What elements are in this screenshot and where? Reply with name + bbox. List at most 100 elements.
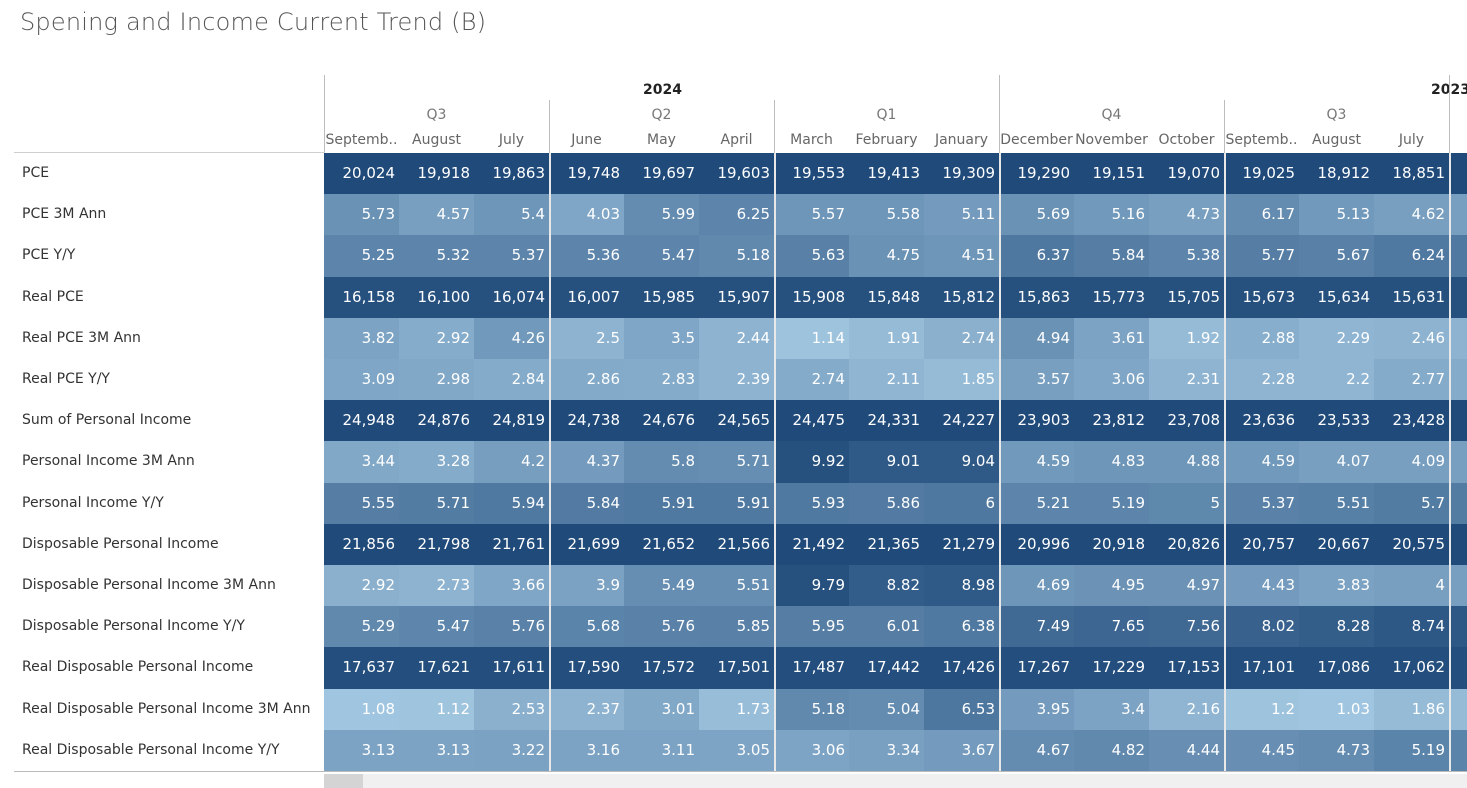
table-cell[interactable]: 17,572 (624, 647, 699, 689)
table-cell[interactable]: 4.88 (1149, 441, 1224, 483)
table-cell[interactable]: 5.04 (849, 688, 924, 730)
table-cell[interactable]: 5.76 (624, 606, 699, 648)
table-cell[interactable]: 3.44 (324, 441, 399, 483)
table-cell[interactable]: 8.82 (849, 565, 924, 607)
table-cell[interactable]: 3.16 (549, 729, 624, 771)
table-cell[interactable]: 3.13 (324, 729, 399, 771)
table-cell[interactable]: 24,227 (924, 400, 999, 442)
table-cell[interactable]: 2.98 (399, 359, 474, 401)
table-cell[interactable]: 5.51 (1299, 482, 1374, 524)
table-cell[interactable]: 17,101 (1224, 647, 1299, 689)
table-cell[interactable]: 4.59 (1224, 441, 1299, 483)
table-cell[interactable]: 4.43 (1224, 565, 1299, 607)
table-cell[interactable]: 5.84 (1074, 235, 1149, 277)
table-cell[interactable]: 4.09 (1374, 441, 1449, 483)
table-cell[interactable]: 3.83 (1299, 565, 1374, 607)
table-cell[interactable]: 16,074 (474, 276, 549, 318)
table-cell[interactable]: 21,761 (474, 523, 549, 565)
table-cell[interactable]: 4.73 (1299, 729, 1374, 771)
table-cell[interactable]: 5.16 (1074, 194, 1149, 236)
table-cell[interactable]: 4.2 (474, 441, 549, 483)
table-cell[interactable]: 9.92 (774, 441, 849, 483)
table-cell[interactable]: 4.07 (1299, 441, 1374, 483)
table-cell[interactable]: 5.37 (1224, 482, 1299, 524)
table-cell[interactable]: 5.76 (474, 606, 549, 648)
table-cell[interactable]: 16,100 (399, 276, 474, 318)
table-cell[interactable]: 24,738 (549, 400, 624, 442)
table-cell[interactable]: 20,757 (1224, 523, 1299, 565)
month-header[interactable]: April (720, 132, 753, 148)
table-cell[interactable]: 4.62 (1374, 194, 1449, 236)
month-header[interactable]: July (498, 132, 525, 148)
table-cell[interactable]: 5.86 (849, 482, 924, 524)
table-cell[interactable]: 15,908 (774, 276, 849, 318)
table-cell[interactable]: 2.92 (324, 565, 399, 607)
table-cell[interactable]: 17,426 (924, 647, 999, 689)
table-cell[interactable]: 15,634 (1299, 276, 1374, 318)
table-cell[interactable]: 5.47 (399, 606, 474, 648)
table-cell[interactable]: 20,667 (1299, 523, 1374, 565)
table-cell[interactable]: 20,996 (999, 523, 1074, 565)
table-cell[interactable]: 2.46 (1374, 317, 1449, 359)
table-cell[interactable]: 8.28 (1299, 606, 1374, 648)
table-cell[interactable]: 5.95 (774, 606, 849, 648)
table-cell[interactable]: 5.77 (1224, 235, 1299, 277)
table-cell[interactable]: 21,652 (624, 523, 699, 565)
table-cell[interactable]: 5.37 (474, 235, 549, 277)
table-cell[interactable]: 3.66 (474, 565, 549, 607)
table-cell[interactable]: 16,007 (549, 276, 624, 318)
table-cell[interactable]: 6.01 (849, 606, 924, 648)
month-header[interactable]: March (790, 132, 833, 148)
table-cell[interactable]: 5.21 (999, 482, 1074, 524)
table-cell[interactable]: 4.03 (549, 194, 624, 236)
table-cell[interactable]: 5.36 (549, 235, 624, 277)
table-cell[interactable]: 24,475 (774, 400, 849, 442)
table-cell[interactable]: 4.94 (999, 317, 1074, 359)
table-cell[interactable]: 19,697 (624, 153, 699, 195)
table-cell[interactable]: 3.06 (774, 729, 849, 771)
table-cell[interactable]: 17,442 (849, 647, 924, 689)
table-cell[interactable]: 17,501 (699, 647, 774, 689)
table-cell[interactable]: 23,428 (1374, 400, 1449, 442)
table-cell[interactable]: 4.57 (399, 194, 474, 236)
table-cell[interactable]: 5.93 (774, 482, 849, 524)
table-cell[interactable]: 19,603 (699, 153, 774, 195)
table-cell[interactable]: 20,024 (324, 153, 399, 195)
table-cell[interactable]: 2.53 (474, 688, 549, 730)
table-cell[interactable]: 2.29 (1299, 317, 1374, 359)
table-cell[interactable]: 5.29 (324, 606, 399, 648)
table-cell[interactable]: 17,062 (1374, 647, 1449, 689)
table-cell[interactable]: 4.37 (549, 441, 624, 483)
table-cell[interactable]: 4.45 (1224, 729, 1299, 771)
table-cell[interactable]: 24,948 (324, 400, 399, 442)
table-cell[interactable]: 19,553 (774, 153, 849, 195)
table-cell[interactable]: 7.49 (999, 606, 1074, 648)
table-cell[interactable]: 5.19 (1374, 729, 1449, 771)
table-cell[interactable]: 5.7 (1374, 482, 1449, 524)
table-cell[interactable]: 4.73 (1149, 194, 1224, 236)
table-cell[interactable]: 2.74 (924, 317, 999, 359)
table-cell[interactable]: 20,918 (1074, 523, 1149, 565)
table-cell[interactable]: 24,876 (399, 400, 474, 442)
table-cell[interactable]: 2.11 (849, 359, 924, 401)
table-cell[interactable]: 21,365 (849, 523, 924, 565)
table-cell[interactable]: 5.57 (774, 194, 849, 236)
table-cell[interactable]: 5.73 (324, 194, 399, 236)
table-cell[interactable]: 2.88 (1224, 317, 1299, 359)
table-cell[interactable]: 5.99 (624, 194, 699, 236)
table-cell[interactable]: 4 (1374, 565, 1449, 607)
month-header[interactable]: June (571, 132, 602, 148)
table-cell[interactable]: 2.92 (399, 317, 474, 359)
table-cell[interactable]: 2.28 (1224, 359, 1299, 401)
table-cell[interactable]: 17,086 (1299, 647, 1374, 689)
table-cell[interactable]: 3.57 (999, 359, 1074, 401)
table-cell[interactable]: 5.18 (699, 235, 774, 277)
table-cell[interactable]: 18,912 (1299, 153, 1374, 195)
table-cell[interactable]: 3.5 (624, 317, 699, 359)
table-cell[interactable]: 3.22 (474, 729, 549, 771)
table-cell[interactable]: 3.4 (1074, 688, 1149, 730)
table-cell[interactable]: 2.5 (549, 317, 624, 359)
table-cell[interactable]: 24,565 (699, 400, 774, 442)
table-cell[interactable]: 24,819 (474, 400, 549, 442)
table-cell[interactable]: 17,153 (1149, 647, 1224, 689)
